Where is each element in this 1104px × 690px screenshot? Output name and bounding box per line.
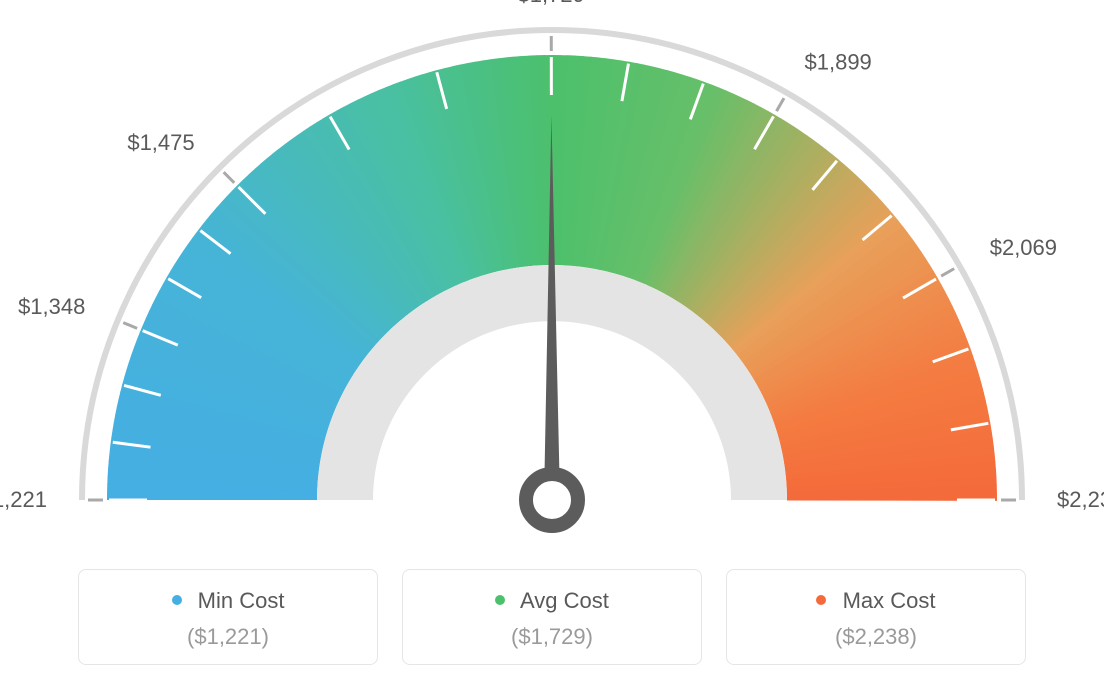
gauge-major-tick [777,98,785,111]
legend-dot-min [172,595,182,605]
legend-dot-avg [495,595,505,605]
legend-dot-max [816,595,826,605]
gauge-tick-label: $1,221 [0,487,47,512]
gauge-tick-label: $2,069 [990,235,1057,260]
legend-card-avg: Avg Cost ($1,729) [402,569,702,665]
gauge-tick-label: $1,899 [805,50,872,75]
legend-card-max: Max Cost ($2,238) [726,569,1026,665]
gauge-tick-label: $1,475 [127,130,194,155]
legend-title-max-text: Max Cost [843,588,936,613]
legend-title-min: Min Cost [99,588,357,614]
gauge-tick-label: $1,729 [518,0,585,7]
gauge-major-tick [224,172,235,183]
legend-value-min: ($1,221) [99,624,357,650]
gauge-major-tick [123,323,137,329]
legend-title-avg-text: Avg Cost [520,588,609,613]
legend-value-max: ($2,238) [747,624,1005,650]
gauge-needle-hub [526,474,578,526]
gauge-major-tick [941,269,954,276]
gauge-tick-label: $1,348 [18,294,85,319]
legend-title-avg: Avg Cost [423,588,681,614]
legend-title-max: Max Cost [747,588,1005,614]
gauge-chart: $1,221 $1,348 $1,475 $1,729 $1,899 $2,069 $2,2… [0,0,1104,545]
legend-row: Min Cost ($1,221) Avg Cost ($1,729) Max … [0,569,1104,665]
legend-title-min-text: Min Cost [198,588,285,613]
legend-value-avg: ($1,729) [423,624,681,650]
cost-gauge-widget: $1,221 $1,348 $1,475 $1,729 $1,899 $2,069 $2,2… [0,0,1104,690]
gauge-tick-label: $2,238 [1057,487,1104,512]
legend-card-min: Min Cost ($1,221) [78,569,378,665]
